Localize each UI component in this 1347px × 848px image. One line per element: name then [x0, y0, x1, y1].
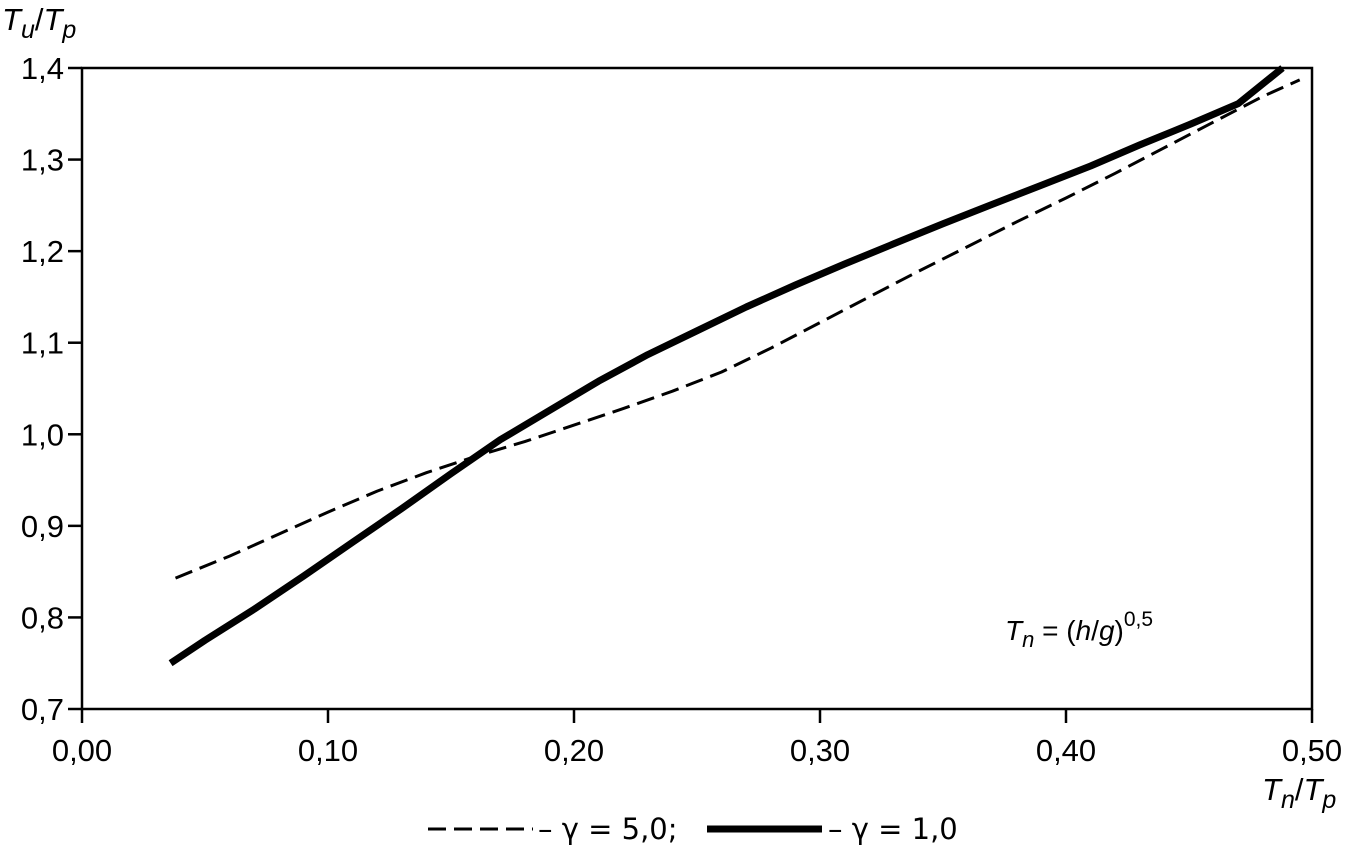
x-tick-label: 0,20 [544, 733, 604, 768]
series-line-gamma-5 [174, 78, 1301, 580]
series-lines [168, 65, 1301, 667]
y-tick-label: 1,4 [21, 51, 64, 86]
legend-label-solid: – γ = 1,0 [828, 812, 958, 846]
y-axis-title: Tu/Tp [2, 2, 76, 44]
x-tick-label: 0,10 [298, 733, 358, 768]
y-tick-label: 1,0 [21, 417, 64, 452]
x-tick-label: 0,50 [1282, 733, 1342, 768]
x-axis-title: Tn/Tp [1262, 772, 1336, 814]
y-tick-label: 1,1 [21, 326, 64, 361]
x-axis-ticks: 0,00 0,10 0,20 0,30 0,40 0,50 [52, 709, 1342, 768]
series-line-gamma-1 [168, 65, 1285, 667]
y-tick-label: 0,9 [21, 509, 64, 544]
y-axis-ticks: 0,7 0,8 0,9 1,0 1,1 1,2 1,3 1,4 [21, 51, 82, 727]
y-tick-label: 0,8 [21, 600, 64, 635]
x-tick-label: 0,30 [790, 733, 850, 768]
y-tick-label: 1,2 [21, 234, 64, 269]
legend: – γ = 5,0; – γ = 1,0 [428, 812, 958, 846]
x-tick-label: 0,00 [52, 733, 112, 768]
plot-frame [80, 66, 1314, 711]
x-tick-label: 0,40 [1036, 733, 1096, 768]
formula-annotation: Tn = (h/g)0,5 [1005, 608, 1153, 652]
legend-label-dashed: – γ = 5,0; [538, 812, 678, 846]
y-tick-label: 0,7 [21, 692, 64, 727]
y-tick-label: 1,3 [21, 143, 64, 178]
